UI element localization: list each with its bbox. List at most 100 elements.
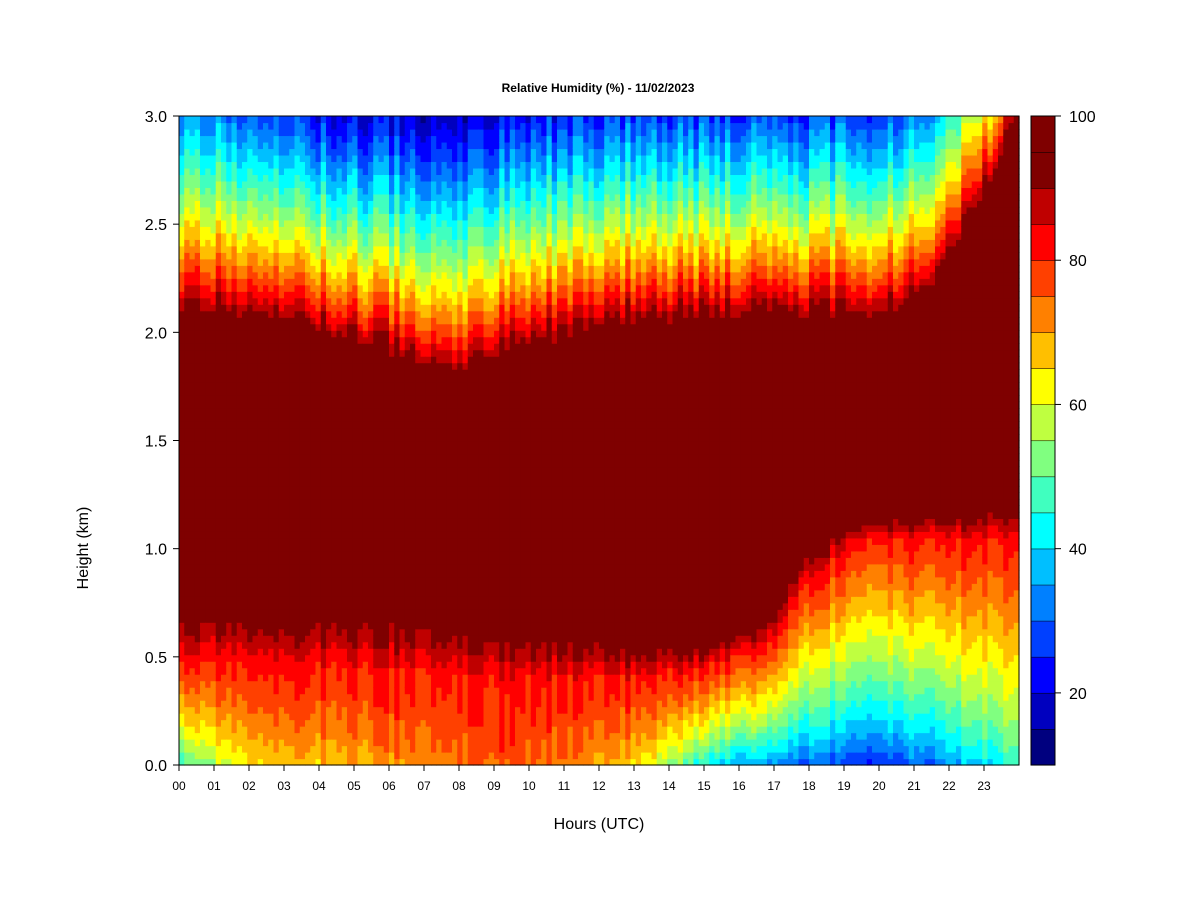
heatmap-cell (294, 414, 301, 422)
heatmap-cell (389, 421, 395, 429)
heatmap-cell (410, 570, 416, 578)
heatmap-cell (436, 531, 443, 539)
heatmap-cell (425, 304, 432, 312)
heatmap-cell (410, 505, 416, 513)
heatmap-cell (331, 687, 338, 695)
heatmap-cell (399, 317, 406, 325)
heatmap-cell (263, 661, 269, 669)
heatmap-cell (215, 602, 222, 610)
heatmap-cell (305, 427, 311, 435)
heatmap-cell (378, 446, 385, 455)
heatmap-cell (252, 531, 259, 539)
heatmap-cell (268, 213, 275, 221)
heatmap-cell (215, 317, 222, 325)
heatmap-cell (179, 401, 185, 409)
heatmap-cell (215, 258, 222, 266)
heatmap-cell (331, 680, 338, 688)
heatmap-cell (299, 648, 306, 656)
heatmap-cell (189, 148, 196, 156)
heatmap-cell (257, 563, 264, 571)
heatmap-cell (184, 206, 191, 214)
heatmap-cell (263, 752, 269, 760)
heatmap-cell (289, 726, 296, 734)
heatmap-cell (331, 628, 338, 636)
heatmap-cell (383, 511, 390, 519)
heatmap-cell (242, 349, 248, 357)
heatmap-cell (284, 758, 290, 766)
heatmap-cell (257, 732, 264, 740)
heatmap-cell (310, 700, 317, 708)
heatmap-cell (299, 369, 306, 377)
heatmap-cell (373, 739, 380, 747)
heatmap-cell (257, 557, 264, 565)
heatmap-cell (320, 654, 327, 662)
heatmap-cell (389, 122, 395, 130)
heatmap-cell (289, 661, 296, 669)
heatmap-cell (247, 317, 254, 325)
heatmap-cell (362, 505, 369, 513)
heatmap-cell (194, 434, 201, 442)
heatmap-cell (310, 239, 317, 247)
heatmap-cell (284, 278, 290, 286)
heatmap-cell (299, 336, 306, 344)
heatmap-cell (373, 583, 380, 591)
heatmap-cell (420, 739, 427, 747)
heatmap-cell (389, 408, 395, 416)
heatmap-cell (299, 362, 306, 370)
heatmap-cell (404, 583, 411, 591)
heatmap-cell (194, 414, 201, 422)
heatmap-cell (378, 544, 385, 552)
heatmap-cell (383, 291, 390, 299)
heatmap-cell (383, 700, 390, 708)
heatmap-cell (378, 116, 385, 124)
heatmap-cell (273, 284, 280, 292)
heatmap-cell (200, 174, 206, 182)
heatmap-cell (410, 297, 416, 305)
heatmap-cell (179, 557, 185, 565)
heatmap-cell (236, 401, 243, 409)
heatmap-cell (357, 667, 364, 675)
heatmap-cell (404, 492, 411, 500)
heatmap-cell (299, 174, 306, 182)
heatmap-cell (226, 589, 233, 597)
heatmap-cell (200, 401, 206, 409)
heatmap-cell (394, 232, 401, 240)
heatmap-cell (294, 362, 301, 370)
heatmap-cell (389, 518, 395, 526)
heatmap-cell (221, 265, 227, 273)
heatmap-cell (179, 648, 185, 656)
heatmap-cell (326, 213, 332, 221)
heatmap-cell (425, 135, 432, 143)
heatmap-cell (420, 388, 427, 396)
heatmap-cell (257, 135, 264, 143)
heatmap-cell (362, 232, 369, 240)
heatmap-cell (352, 180, 359, 188)
heatmap-cell (257, 141, 264, 150)
heatmap-cell (415, 213, 422, 221)
heatmap-cell (373, 375, 380, 383)
heatmap-cell (315, 706, 322, 714)
heatmap-cell (431, 252, 437, 260)
heatmap-cell (184, 323, 191, 331)
heatmap-cell (268, 667, 275, 675)
heatmap-cell (357, 719, 364, 727)
heatmap-cell (226, 128, 233, 137)
heatmap-cell (362, 128, 369, 137)
heatmap-cell (383, 343, 390, 351)
heatmap-cell (373, 395, 380, 403)
heatmap-cell (336, 700, 343, 708)
heatmap-cell (273, 648, 280, 656)
heatmap-cell (194, 492, 201, 500)
heatmap-cell (336, 472, 343, 481)
heatmap-cell (320, 693, 327, 701)
heatmap-cell (268, 408, 275, 416)
heatmap-cell (179, 336, 185, 344)
heatmap-cell (315, 148, 322, 156)
heatmap-cell (326, 148, 332, 156)
heatmap-cell (425, 148, 432, 156)
heatmap-cell (242, 304, 248, 312)
heatmap-cell (273, 635, 280, 643)
heatmap-cell (305, 563, 311, 571)
heatmap-cell (200, 291, 206, 299)
heatmap-cell (210, 213, 217, 221)
